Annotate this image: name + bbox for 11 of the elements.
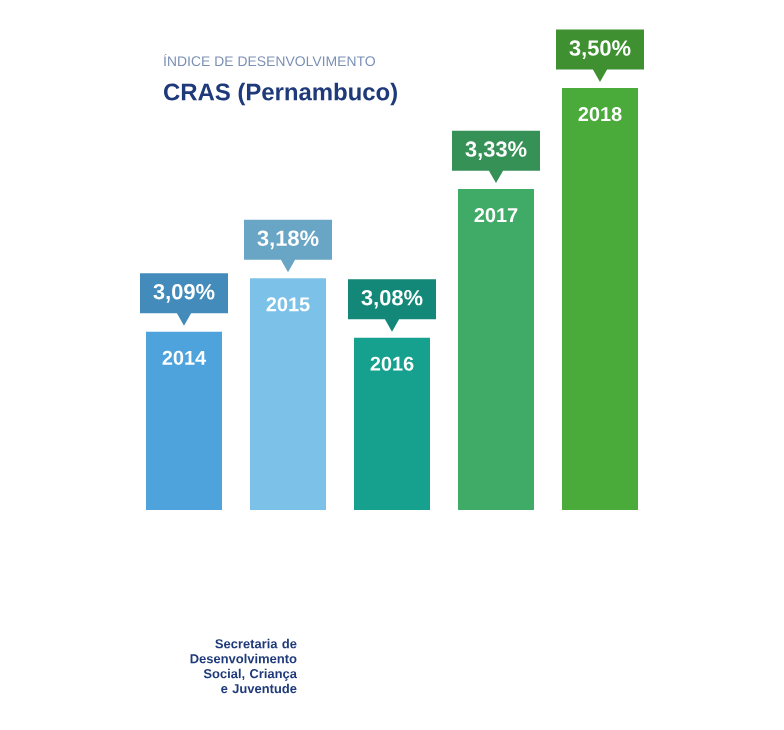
data-label: 3,09% [153, 283, 215, 303]
chart-subtitle: CRAS (Pernambuco) [164, 82, 397, 106]
data-label: 3,50% [569, 40, 631, 59]
x-tick-label: 2014 [162, 350, 207, 365]
x-tick-label: 2017 [474, 208, 518, 223]
data-label: 3,33% [465, 141, 527, 160]
data-label: 3,08% [361, 289, 423, 309]
x-tick-label: 2018 [578, 107, 622, 122]
data-label: 3,18% [257, 230, 319, 250]
x-tick-label: 2015 [266, 297, 310, 312]
x-tick-label: 2016 [370, 356, 414, 371]
